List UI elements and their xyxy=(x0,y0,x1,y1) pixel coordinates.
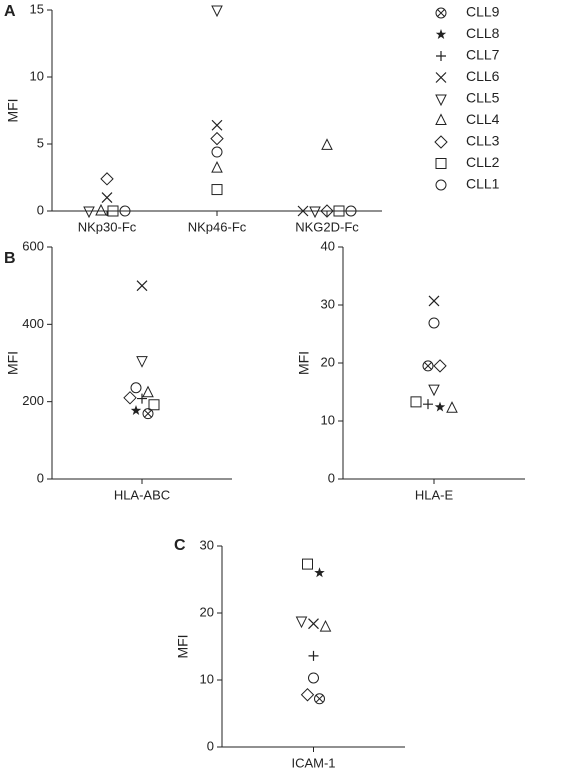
y-tick-label: 10 xyxy=(321,412,335,427)
y-tick-label: 0 xyxy=(37,470,44,485)
data-point xyxy=(428,295,440,307)
y-tick-label: 20 xyxy=(321,354,335,369)
y-tick-label: 400 xyxy=(22,316,44,331)
data-point xyxy=(136,356,148,368)
y-tick-label: 30 xyxy=(200,537,214,552)
data-point xyxy=(423,399,433,410)
legend-marker xyxy=(436,51,446,61)
y-tick-label: 600 xyxy=(22,238,44,253)
y-tick-label: 30 xyxy=(321,296,335,311)
data-point xyxy=(295,616,308,629)
data-point xyxy=(428,317,440,329)
data-point xyxy=(345,205,357,217)
y-tick-label: 10 xyxy=(200,671,214,686)
legend-marker xyxy=(435,29,447,39)
data-point xyxy=(314,693,325,705)
data-point xyxy=(300,688,315,702)
y-axis-label: MFI xyxy=(5,351,21,375)
legend-label: CLL6 xyxy=(466,68,500,84)
legend-marker xyxy=(435,7,447,19)
data-point xyxy=(211,119,223,131)
data-point xyxy=(211,161,223,173)
legend-label: CLL1 xyxy=(466,176,500,192)
legend-marker xyxy=(435,179,447,191)
y-tick-label: 20 xyxy=(200,604,214,619)
data-point xyxy=(314,567,325,578)
legend-label: CLL9 xyxy=(466,4,500,20)
legend-label: CLL8 xyxy=(466,25,500,41)
legend-label: CLL2 xyxy=(466,154,500,170)
data-point xyxy=(210,131,224,146)
data-point xyxy=(308,650,319,661)
data-point xyxy=(321,138,333,150)
legend-marker xyxy=(434,135,448,149)
data-point xyxy=(308,672,319,684)
data-point xyxy=(211,184,223,196)
legend-label: CLL3 xyxy=(466,133,500,149)
data-point xyxy=(434,401,446,412)
legend-marker xyxy=(435,158,447,169)
data-point xyxy=(142,408,154,420)
legend-label: CLL4 xyxy=(466,111,500,127)
legend-label: CLL7 xyxy=(466,47,500,63)
data-point xyxy=(333,205,345,217)
data-point xyxy=(308,618,319,630)
y-tick-label: 0 xyxy=(328,470,335,485)
legend-marker xyxy=(435,94,447,107)
data-point xyxy=(130,405,142,416)
data-point xyxy=(410,396,422,408)
data-point xyxy=(119,205,131,217)
x-tick-label: NKp46-Fc xyxy=(188,219,247,234)
data-point xyxy=(446,401,458,413)
x-tick-label: NKG2D-Fc xyxy=(295,219,359,234)
y-tick-label: 40 xyxy=(321,238,335,253)
data-point xyxy=(83,206,95,219)
panel-label: A xyxy=(4,3,16,20)
legend-marker xyxy=(435,72,447,83)
data-point xyxy=(100,172,114,186)
y-tick-label: 5 xyxy=(37,135,44,150)
data-point xyxy=(137,393,147,404)
y-tick-label: 0 xyxy=(207,738,214,753)
data-point xyxy=(142,385,154,398)
x-tick-label: HLA-E xyxy=(415,487,454,502)
data-point xyxy=(211,146,223,158)
data-point xyxy=(422,360,434,372)
x-tick-label: ICAM-1 xyxy=(291,755,335,770)
data-point xyxy=(302,558,313,570)
x-tick-label: NKp30-Fc xyxy=(78,219,137,234)
data-point xyxy=(95,203,107,216)
data-point xyxy=(319,619,332,632)
x-tick-label: HLA-ABC xyxy=(114,487,170,502)
data-point xyxy=(433,359,447,373)
panel-label: B xyxy=(4,250,16,267)
legend-label: CLL5 xyxy=(466,90,500,106)
data-point xyxy=(130,382,142,394)
data-point xyxy=(297,205,309,217)
data-point xyxy=(428,384,440,397)
y-axis-label: MFI xyxy=(296,351,312,375)
y-tick-label: 200 xyxy=(22,393,44,408)
data-point xyxy=(136,280,148,292)
data-point xyxy=(320,204,334,218)
y-axis-label: MFI xyxy=(175,634,191,658)
legend-marker xyxy=(435,113,447,125)
data-point xyxy=(101,192,113,204)
y-tick-label: 15 xyxy=(30,1,44,16)
data-point xyxy=(123,391,137,405)
y-tick-label: 0 xyxy=(37,202,44,217)
data-point xyxy=(107,205,119,217)
data-point xyxy=(148,399,160,411)
data-point xyxy=(309,206,321,219)
y-tick-label: 10 xyxy=(30,68,44,83)
y-axis-label: MFI xyxy=(5,98,21,122)
data-point xyxy=(211,5,223,18)
panel-label: C xyxy=(174,537,186,554)
